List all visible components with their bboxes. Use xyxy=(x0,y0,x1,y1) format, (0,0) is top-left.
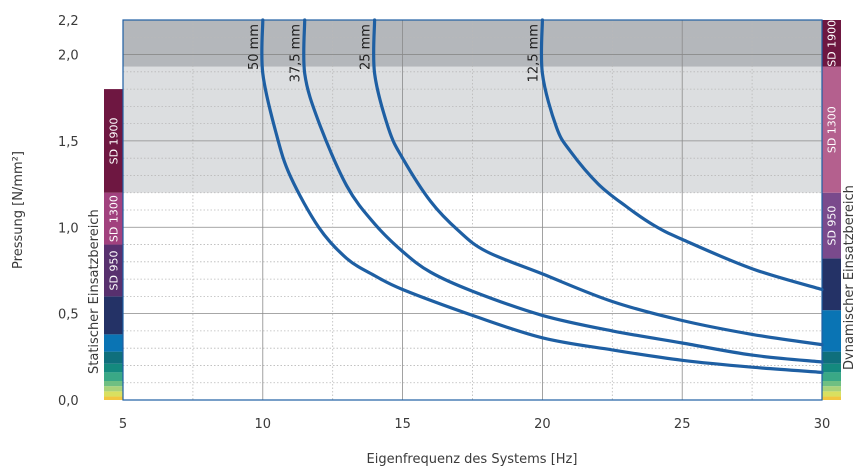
y-axis-label: Pressung [N/mm²] xyxy=(11,151,26,269)
dynamic-bar-segment xyxy=(822,310,841,352)
static-bar-segment xyxy=(104,381,123,387)
curve-line xyxy=(260,18,824,374)
dynamic-bar-segment xyxy=(822,192,841,259)
curve-line xyxy=(539,18,824,292)
x-tick-label: 15 xyxy=(394,417,411,432)
y-tick-label: 2,2 xyxy=(58,14,79,29)
y-tick-label: 1,0 xyxy=(58,221,79,236)
static-bar-segment xyxy=(104,89,123,193)
x-tick-label: 25 xyxy=(674,417,691,432)
static-bar-segment xyxy=(104,192,123,245)
static-range-label: Statischer Einsatzbereich xyxy=(87,209,102,374)
static-bar-segment xyxy=(104,372,123,381)
static-bar-segment xyxy=(104,334,123,352)
static-bar-segment xyxy=(104,244,123,297)
dynamic-bar-label: SD 950 xyxy=(826,206,839,246)
static-bar-segment xyxy=(104,296,123,335)
static-bar-segment xyxy=(104,363,123,373)
curve-line xyxy=(371,18,824,347)
x-tick-label: 30 xyxy=(814,417,831,432)
plot-frame xyxy=(122,19,823,401)
static-bar-label: SD 1900 xyxy=(108,117,121,164)
dynamic-bar-segment xyxy=(822,386,841,392)
dynamic-bar-label: SD 1300 xyxy=(826,106,839,153)
curve-label: 37,5 mm xyxy=(289,24,304,82)
static-bar-segment xyxy=(104,391,123,397)
y-tick-label: 2,0 xyxy=(58,49,79,64)
curve-label: 50 mm xyxy=(247,24,262,70)
curve-line xyxy=(302,18,824,364)
dynamic-bar-segment xyxy=(822,258,841,311)
dynamic-bar-segment xyxy=(822,396,841,400)
x-tick-label: 5 xyxy=(119,417,127,432)
dynamic-bar-segment xyxy=(822,20,841,67)
x-tick-label: 20 xyxy=(534,417,551,432)
curve-label: 12,5 mm xyxy=(526,24,541,82)
static-bar-segment xyxy=(104,396,123,400)
dynamic-bar-segment xyxy=(822,66,841,193)
x-axis-label: Eigenfrequenz des Systems [Hz] xyxy=(367,452,578,467)
x-tick-label: 10 xyxy=(255,417,272,432)
static-bar-segment xyxy=(104,386,123,392)
curve-label: 25 mm xyxy=(359,24,374,70)
y-tick-label: 0,0 xyxy=(58,394,79,409)
dynamic-bar-segment xyxy=(822,363,841,373)
static-bar-segment xyxy=(104,351,123,364)
static-bar-label: SD 950 xyxy=(108,250,121,290)
dynamic-bar-segment xyxy=(822,381,841,387)
dynamic-bar-segment xyxy=(822,351,841,364)
dynamic-bar-segment xyxy=(822,391,841,397)
y-tick-label: 1,5 xyxy=(58,135,79,150)
dynamic-bar-segment xyxy=(822,372,841,381)
static-bar-label: SD 1300 xyxy=(108,195,121,242)
dynamic-bar-label: SD 1900 xyxy=(826,20,839,67)
y-tick-label: 0,5 xyxy=(58,308,79,323)
dynamic-range-label: Dynamischer Einsatzbereich xyxy=(842,185,853,370)
